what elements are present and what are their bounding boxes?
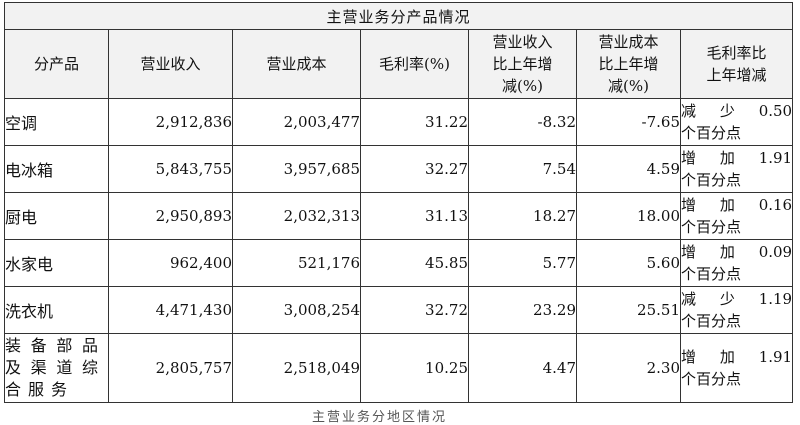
product-name: 电冰箱 [4,145,109,193]
header-revenue: 营业收入 [108,29,233,99]
margin-cell: 45.85 [360,239,469,287]
cost-cell: 2,032,313 [232,192,361,240]
margin-change-cell: 增加0.16 个百分点 [679,192,794,240]
revenue-cell: 2,950,893 [108,192,233,240]
margin-change-line: 个百分点 [681,218,742,236]
product-name: 洗衣机 [4,286,109,334]
margin-change-line: 减少1.19 [681,290,793,308]
cost-change-cell: 5.60 [576,239,681,287]
revenue-change-cell: 7.54 [468,145,577,193]
product-name-line: 装备部品 [5,336,98,355]
header-cost: 营业成本 [232,29,361,99]
margin-change-cell: 增加0.09 个百分点 [679,239,794,287]
revenue-cell: 5,843,755 [108,145,233,193]
margin-cell: 31.22 [360,98,469,146]
cost-cell: 521,176 [232,239,361,287]
cost-change-cell: -7.65 [576,98,681,146]
cost-cell: 2,518,049 [232,333,361,403]
margin-change-line: 增加0.16 [681,196,793,214]
revenue-change-cell: -8.32 [468,98,577,146]
margin-change-cell: 增加1.91 个百分点 [679,333,794,403]
margin-change-line: 个百分点 [681,370,742,388]
product-name-line: 合服务 [5,380,75,399]
header-line: 毛利率比 [706,44,767,62]
margin-change-cell: 减少0.50 个百分点 [679,98,794,146]
margin-change-line: 增加1.91 [681,348,793,366]
margin-change-line: 个百分点 [681,312,742,330]
header-cost-change: 营业成本 比上年增 减(%) [576,29,681,99]
margin-cell: 10.25 [360,333,469,403]
table-row: 洗衣机 4,471,430 3,008,254 32.72 23.29 25.5… [4,286,794,334]
margin-change-cell: 增加1.91 个百分点 [679,145,794,193]
cost-change-cell: 4.59 [576,145,681,193]
header-margin-change: 毛利率比 上年增减 [679,29,794,99]
margin-change-line: 增加0.09 [681,243,793,261]
revenue-change-cell: 5.77 [468,239,577,287]
margin-change-line: 个百分点 [681,124,742,142]
cost-cell: 2,003,477 [232,98,361,146]
table-row: 装备部品 及渠道综 合服务 2,805,757 2,518,049 10.25 … [4,333,794,403]
header-line: 营业收入 [492,33,553,51]
product-name: 装备部品 及渠道综 合服务 [4,333,109,403]
revenue-cell: 962,400 [108,239,233,287]
cost-cell: 3,008,254 [232,286,361,334]
product-name: 厨电 [4,192,109,240]
revenue-change-cell: 4.47 [468,333,577,403]
header-revenue-change: 营业收入 比上年增 减(%) [468,29,577,99]
cost-change-cell: 2.30 [576,333,681,403]
header-margin: 毛利率(%) [360,29,469,99]
cost-cell: 3,957,685 [232,145,361,193]
product-name: 水家电 [4,239,109,287]
cost-change-cell: 18.00 [576,192,681,240]
margin-cell: 31.13 [360,192,469,240]
product-segment-table: 主营业务分产品情况 分产品 营业收入 营业成本 毛利率(%) 营业收入 比上年增… [3,2,794,403]
margin-change-line: 个百分点 [681,171,742,189]
product-name-line: 及渠道综 [5,358,98,377]
table-row: 水家电 962,400 521,176 45.85 5.77 5.60 增加0.… [4,239,794,287]
cost-change-cell: 25.51 [576,286,681,334]
margin-change-cell: 减少1.19 个百分点 [679,286,794,334]
table-title: 主营业务分产品情况 [3,2,794,30]
margin-change-line: 个百分点 [681,265,742,283]
table-row: 厨电 2,950,893 2,032,313 31.13 18.27 18.00… [4,192,794,240]
header-product: 分产品 [4,29,109,99]
revenue-change-cell: 18.27 [468,192,577,240]
header-line: 减(%) [608,77,649,95]
margin-change-line: 增加1.91 [681,149,793,167]
table-row: 空调 2,912,836 2,003,477 31.22 -8.32 -7.65… [4,98,794,146]
header-line: 上年增减 [706,66,767,84]
table-row: 电冰箱 5,843,755 3,957,685 32.27 7.54 4.59 … [4,145,794,193]
header-line: 减(%) [502,77,543,95]
margin-change-line: 减少0.50 [681,102,793,120]
revenue-cell: 2,805,757 [108,333,233,403]
margin-cell: 32.72 [360,286,469,334]
margin-cell: 32.27 [360,145,469,193]
revenue-change-cell: 23.29 [468,286,577,334]
product-name: 空调 [4,98,109,146]
revenue-cell: 4,471,430 [108,286,233,334]
revenue-cell: 2,912,836 [108,98,233,146]
header-line: 比上年增 [598,55,659,73]
header-line: 营业成本 [598,33,659,51]
header-line: 比上年增 [492,55,553,73]
